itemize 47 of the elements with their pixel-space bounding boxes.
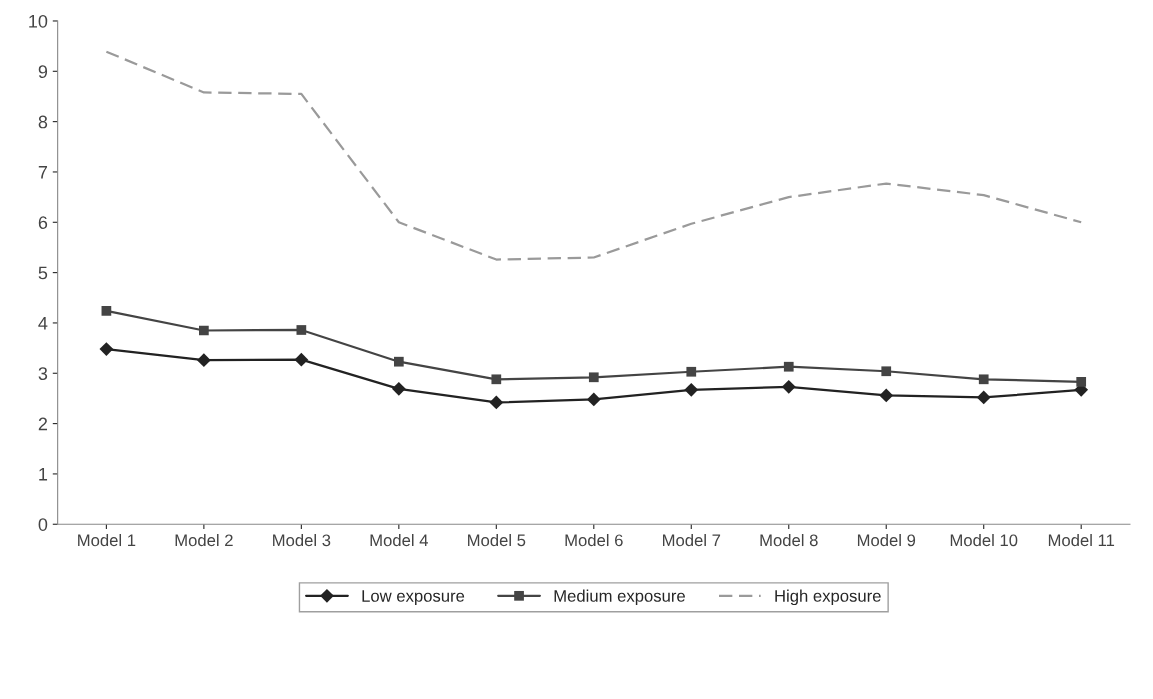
point: [588, 372, 599, 383]
point: [783, 361, 794, 372]
y-tick-label: 8: [38, 115, 48, 129]
x-tick-label: Model 4: [370, 533, 428, 547]
point: [393, 356, 404, 367]
y-tick-label: 2: [38, 417, 48, 431]
y-tick-label: 3: [38, 367, 48, 380]
point: [99, 342, 114, 356]
legend-label: High exposure: [775, 589, 881, 606]
x-tick-label: Model 3: [273, 533, 331, 547]
x-tick-label: Model 10: [950, 533, 1018, 547]
point: [879, 388, 894, 403]
y-tick-label: 9: [38, 65, 48, 79]
point: [1076, 376, 1087, 387]
point: [978, 374, 989, 385]
y-tick-label: 10: [29, 14, 48, 28]
y-tick-label: 0: [38, 518, 48, 531]
point: [391, 381, 406, 396]
legend-label: Medium exposure: [554, 589, 685, 606]
point: [684, 383, 699, 397]
x-tick-label: Model 9: [857, 533, 916, 547]
point: [586, 392, 601, 407]
point: [881, 366, 892, 377]
y-tick-label: 6: [38, 216, 48, 229]
point: [294, 352, 309, 367]
point: [197, 353, 211, 368]
x-tick-label: Model 7: [663, 533, 721, 547]
point: [976, 390, 991, 405]
point: [781, 379, 796, 394]
point: [296, 325, 307, 335]
point: [491, 374, 502, 385]
y-tick-label: 7: [38, 166, 48, 179]
x-tick-label: Model 11: [1048, 533, 1115, 547]
x-tick-label: Model 8: [760, 533, 818, 547]
x-tick-label: Model 6: [565, 533, 623, 547]
y-tick-label: 4: [38, 317, 48, 330]
y-tick-label: 1: [39, 468, 48, 481]
legend-label: Low exposure: [362, 590, 465, 606]
line-series: [105, 50, 1083, 261]
x-tick-label: Model 5: [468, 533, 526, 547]
y-tick-label: 5: [38, 266, 48, 280]
point: [686, 366, 697, 377]
point: [199, 325, 209, 336]
point: [101, 306, 112, 316]
point: [489, 395, 504, 410]
x-tick-label: Model 1: [78, 533, 136, 547]
x-tick-label: Model 2: [175, 533, 233, 547]
